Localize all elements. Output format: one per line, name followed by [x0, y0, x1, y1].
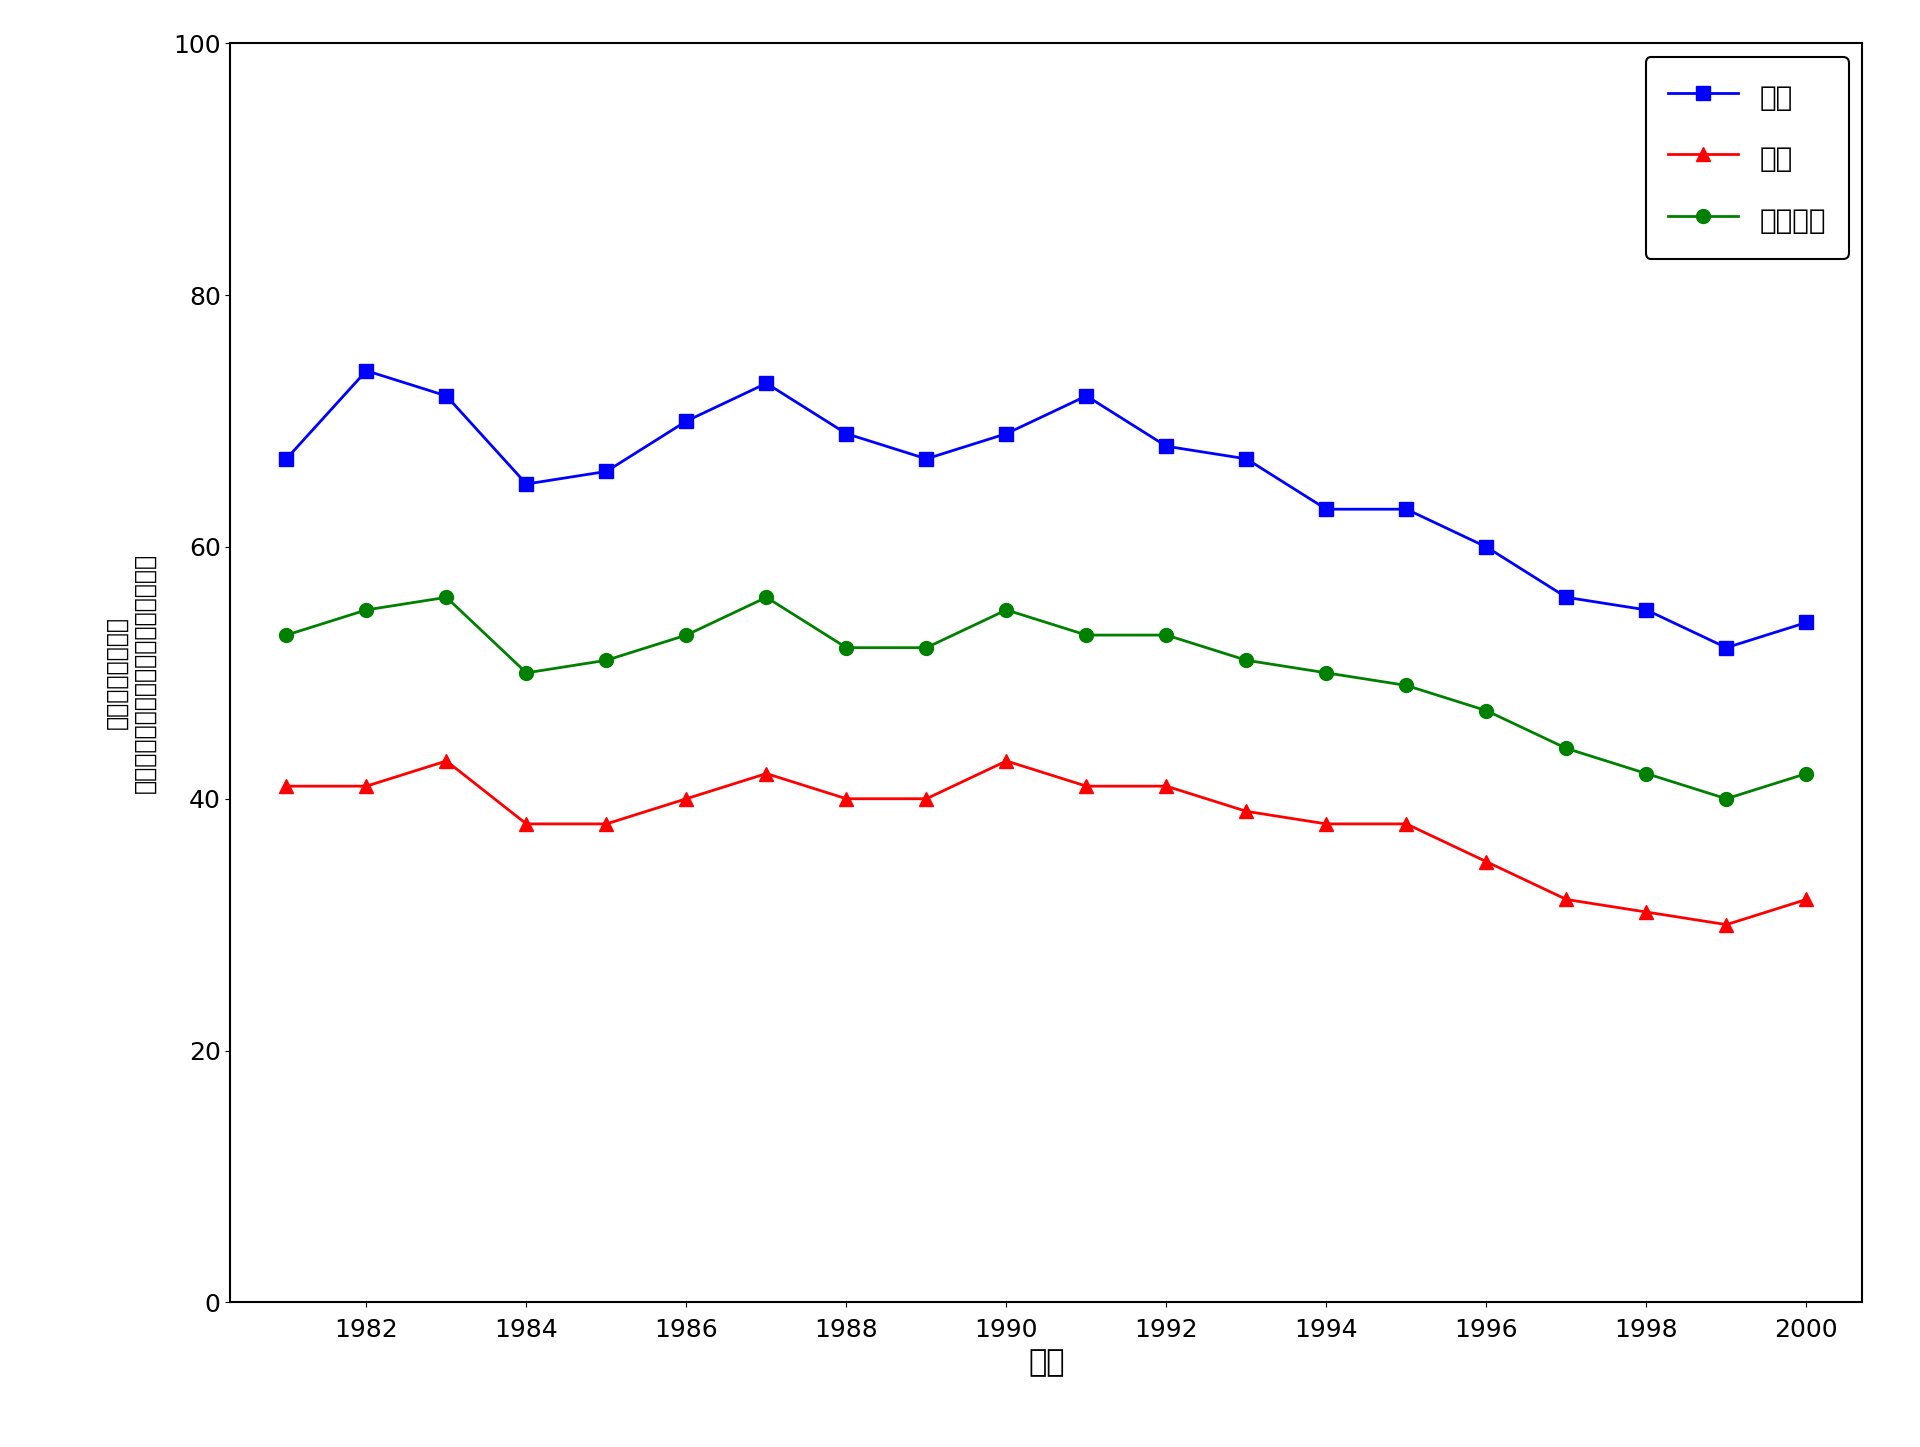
男性 — [595, 463, 618, 480]
女性 — [1315, 815, 1338, 832]
女性 — [355, 777, 378, 794]
女性 — [434, 752, 457, 770]
Line: 女性: 女性 — [280, 754, 1812, 932]
所有性別 — [1315, 664, 1338, 682]
所有性別 — [1075, 627, 1098, 644]
所有性別 — [1235, 651, 1258, 669]
Legend: 男性, 女性, 所有性別: 男性, 女性, 所有性別 — [1645, 58, 1849, 259]
女性 — [1795, 891, 1818, 909]
男性 — [434, 388, 457, 405]
女性 — [1075, 777, 1098, 794]
男性 — [275, 450, 298, 467]
女性 — [755, 765, 778, 783]
女性 — [914, 790, 937, 807]
男性 — [835, 425, 858, 443]
男性 — [1235, 450, 1258, 467]
女性 — [595, 815, 618, 832]
所有性別 — [275, 627, 298, 644]
所有性別 — [434, 589, 457, 606]
所有性別 — [1795, 765, 1818, 783]
男性 — [914, 450, 937, 467]
所有性別 — [674, 627, 697, 644]
女性 — [515, 815, 538, 832]
男性 — [1715, 640, 1738, 657]
女性 — [1555, 891, 1578, 909]
所有性別 — [515, 664, 538, 682]
男性 — [755, 375, 778, 392]
所有性別 — [1634, 765, 1657, 783]
Y-axis label: 年齡標準化死亡率
（按每十萬人口計算的登記死亡數目）: 年齡標準化死亡率 （按每十萬人口計算的登記死亡數目） — [104, 553, 156, 793]
所有性別 — [1555, 739, 1578, 757]
所有性別 — [995, 602, 1018, 619]
男性 — [1394, 501, 1417, 518]
男性 — [1315, 501, 1338, 518]
所有性別 — [355, 602, 378, 619]
女性 — [275, 777, 298, 794]
女性 — [1235, 803, 1258, 820]
女性 — [995, 752, 1018, 770]
男性 — [995, 425, 1018, 443]
男性 — [1795, 614, 1818, 631]
男性 — [355, 362, 378, 379]
男性 — [1475, 538, 1498, 556]
男性 — [1555, 589, 1578, 606]
所有性別 — [835, 640, 858, 657]
Line: 所有性別: 所有性別 — [280, 590, 1812, 806]
所有性別 — [1475, 702, 1498, 719]
所有性別 — [914, 640, 937, 657]
Line: 男性: 男性 — [280, 363, 1812, 654]
男性 — [1154, 437, 1177, 454]
女性 — [674, 790, 697, 807]
男性 — [674, 412, 697, 430]
男性 — [515, 476, 538, 493]
所有性別 — [1715, 790, 1738, 807]
所有性別 — [595, 651, 618, 669]
女性 — [1715, 916, 1738, 933]
女性 — [1394, 815, 1417, 832]
男性 — [1634, 602, 1657, 619]
女性 — [1475, 854, 1498, 871]
男性 — [1075, 388, 1098, 405]
女性 — [835, 790, 858, 807]
所有性別 — [1394, 677, 1417, 695]
X-axis label: 年份: 年份 — [1027, 1347, 1066, 1378]
所有性別 — [755, 589, 778, 606]
女性 — [1154, 777, 1177, 794]
女性 — [1634, 903, 1657, 920]
所有性別 — [1154, 627, 1177, 644]
